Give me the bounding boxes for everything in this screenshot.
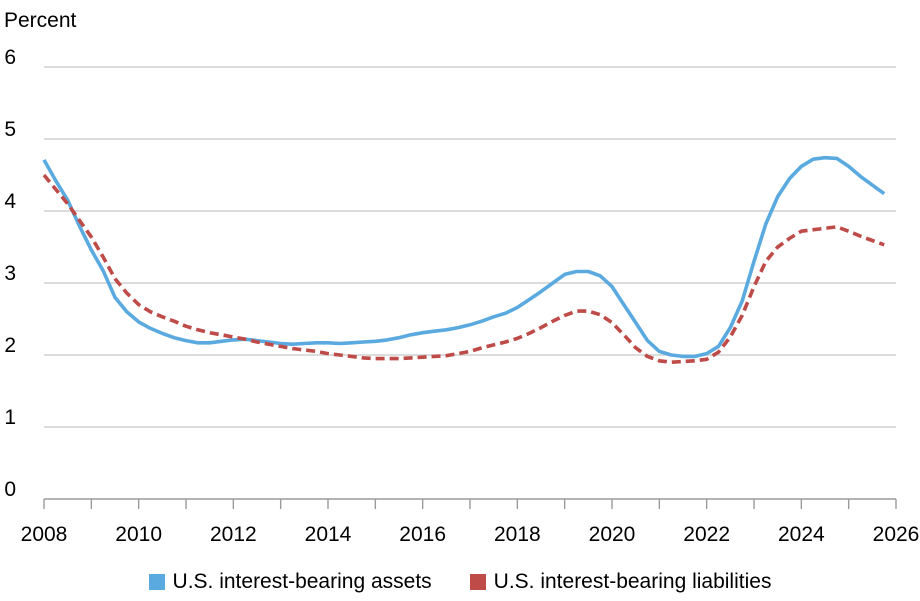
series-line-liabilities: [42, 173, 885, 364]
x-tick-label: 2010: [115, 523, 162, 546]
gridlines: [44, 66, 896, 500]
x-axis-ticks: [43, 499, 897, 509]
x-tick-label: 2012: [210, 523, 257, 546]
series-lines: [42, 155, 886, 364]
y-tick-label: 0: [4, 478, 16, 501]
legend-item-assets: U.S. interest-bearing assets: [148, 570, 432, 594]
y-tick-label: 4: [4, 190, 16, 213]
legend-label-liabilities: U.S. interest-bearing liabilities: [493, 570, 772, 593]
legend-label-assets: U.S. interest-bearing assets: [172, 570, 432, 593]
x-tick-label: 2026: [873, 523, 920, 546]
legend-item-liabilities: U.S. interest-bearing liabilities: [469, 570, 772, 594]
x-tick-label: 2018: [494, 523, 541, 546]
x-tick-label: 2008: [21, 523, 68, 546]
legend: U.S. interest-bearing assets U.S. intere…: [0, 566, 920, 598]
legend-swatch-liabilities: [469, 574, 486, 590]
legend-swatch-assets: [148, 574, 165, 590]
y-tick-label: 1: [4, 406, 16, 429]
axis-labels: 0 1 2 3 4 5 6 2008 2010 2012 2014 2016 2018 2020 2022 2…: [4, 9, 919, 546]
x-tick-label: 2014: [305, 523, 352, 546]
y-tick-label: 5: [4, 118, 16, 141]
x-tick-label: 2022: [683, 523, 730, 546]
y-axis-title: Percent: [4, 9, 77, 32]
y-tick-label: 3: [4, 262, 16, 285]
x-tick-label: 2020: [589, 523, 636, 546]
y-tick-label: 2: [4, 334, 16, 357]
x-tick-label: 2024: [778, 523, 825, 546]
y-tick-label: 6: [4, 46, 16, 69]
series-line-assets: [42, 155, 886, 359]
chart-canvas: 0 1 2 3 4 5 6 2008 2010 2012 2014 2016 2018 2020 2022 2…: [4, 9, 919, 546]
x-tick-label: 2016: [399, 523, 446, 546]
